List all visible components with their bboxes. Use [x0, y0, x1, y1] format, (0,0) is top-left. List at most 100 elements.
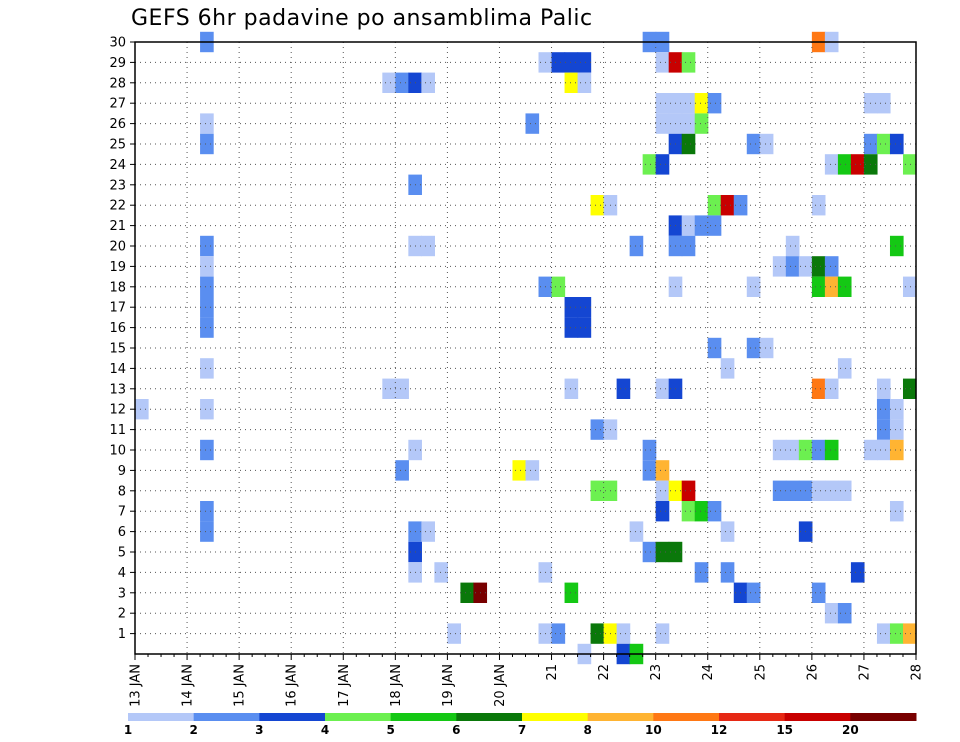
- heatmap-cell: [707, 337, 722, 359]
- heatmap-cell: [889, 399, 904, 420]
- heatmap-cell: [421, 521, 435, 542]
- heatmap-cell: [707, 195, 722, 216]
- y-tick-label: 20: [109, 240, 126, 255]
- heatmap-cell: [460, 582, 475, 603]
- heatmap-cell: [200, 235, 214, 257]
- heatmap-cell: [837, 154, 852, 175]
- y-tick-label: 25: [109, 138, 126, 153]
- heatmap-cell: [200, 501, 214, 522]
- heatmap-cell: [590, 623, 605, 644]
- heatmap-cell: [564, 52, 579, 73]
- heatmap-cell: [785, 480, 800, 501]
- heatmap-cell: [902, 623, 917, 644]
- heatmap-cell: [720, 562, 735, 583]
- heatmap-cell: [200, 399, 214, 420]
- dotted-grid: [135, 42, 916, 654]
- heatmap-cell: [655, 154, 670, 175]
- heatmap-cell: [200, 113, 214, 134]
- heatmap-cell: [395, 460, 409, 481]
- heatmap-cell: [876, 378, 891, 399]
- y-tick-label: 5: [118, 546, 126, 561]
- heatmap-cell: [837, 276, 852, 297]
- heatmap-cell: [382, 72, 396, 93]
- heatmap-cell: [200, 317, 214, 338]
- heatmap-cell: [811, 378, 826, 399]
- heatmap-cell: [889, 419, 904, 440]
- legend-swatch: [587, 713, 654, 721]
- y-tick-label: 28: [109, 76, 126, 91]
- heatmap-cell: [824, 276, 839, 297]
- heatmap-cell: [824, 378, 839, 399]
- legend-swatch: [784, 713, 851, 721]
- heatmap-cell: [837, 480, 852, 501]
- heatmap-cell: [889, 235, 904, 257]
- heatmap-cell: [772, 439, 787, 461]
- y-tick-label: 13: [109, 382, 126, 397]
- heatmap-cell: [746, 337, 761, 359]
- heatmap-cell: [564, 317, 579, 338]
- heatmap-cell: [629, 521, 644, 542]
- y-tick-label: 7: [118, 505, 126, 520]
- heatmap-cell: [200, 256, 214, 277]
- heatmap-cell: [564, 297, 579, 318]
- heatmap-cell: [590, 419, 605, 440]
- heatmap-cell: [759, 337, 774, 359]
- x-tick-label: 25: [753, 664, 768, 681]
- heatmap-cell: [577, 72, 592, 93]
- y-tick-label: 1: [118, 627, 126, 642]
- heatmap-cell: [564, 72, 579, 93]
- x-tick-label: 28: [910, 664, 925, 681]
- heatmap-cell: [746, 276, 761, 297]
- chart-title: GEFS 6hr padavine po ansamblima Palic: [131, 6, 593, 31]
- heatmap-cell: [512, 460, 527, 481]
- y-axis: 1234567891011121314151617181920212223242…: [109, 36, 135, 642]
- heatmap-cell: [616, 623, 631, 644]
- heatmap-cell: [421, 72, 435, 93]
- legend-label: 1: [124, 723, 132, 737]
- legend-label: 8: [583, 723, 591, 737]
- legend-swatch: [325, 713, 392, 721]
- heatmap-cell: [824, 603, 839, 624]
- heatmap-cell: [642, 541, 657, 563]
- heatmap-cell: [876, 133, 891, 155]
- heatmap-cell: [200, 439, 214, 461]
- x-tick-label: 13 JAN: [129, 664, 144, 707]
- heatmap-cell: [642, 439, 657, 461]
- heatmap-cell: [889, 133, 904, 155]
- heatmap-cell: [824, 154, 839, 175]
- y-tick-label: 21: [109, 219, 126, 234]
- heatmap-cell: [655, 480, 670, 501]
- heatmap-cell: [837, 358, 852, 379]
- legend-label: 2: [189, 723, 197, 737]
- heatmap-cell: [681, 235, 696, 257]
- heatmap-cell: [200, 297, 214, 318]
- heatmap-cell: [421, 235, 435, 257]
- heatmap-cell: [590, 480, 605, 501]
- x-tick-label: 15 JAN: [233, 664, 248, 707]
- heatmap-cell: [642, 460, 657, 481]
- heatmap-cell: [655, 378, 670, 399]
- y-tick-label: 9: [118, 464, 126, 479]
- x-tick-label: 17 JAN: [337, 664, 352, 707]
- heatmap-cell: [889, 439, 904, 461]
- legend-label: 6: [452, 723, 460, 737]
- heatmap-cell: [811, 276, 826, 297]
- y-tick-label: 17: [109, 301, 126, 316]
- heatmap-cell: [811, 256, 826, 277]
- heatmap-cell: [824, 480, 839, 501]
- heatmap-cell: [902, 276, 917, 297]
- heatmap-cell: [876, 439, 891, 461]
- heatmap-cell: [694, 113, 709, 134]
- x-tick-label: 22: [597, 664, 612, 681]
- legend-swatch: [653, 713, 720, 721]
- heatmap-cell: [746, 582, 761, 603]
- y-tick-label: 26: [109, 117, 126, 132]
- heatmap-cell: [655, 623, 670, 644]
- x-tick-label: 26: [805, 664, 820, 681]
- heatmap-cell: [577, 52, 592, 73]
- heatmap-cell: [811, 582, 826, 603]
- heatmap-cell: [694, 562, 709, 583]
- heatmap-cell: [785, 256, 800, 277]
- heatmap-cell: [135, 399, 149, 420]
- heatmap-cell: [694, 501, 709, 522]
